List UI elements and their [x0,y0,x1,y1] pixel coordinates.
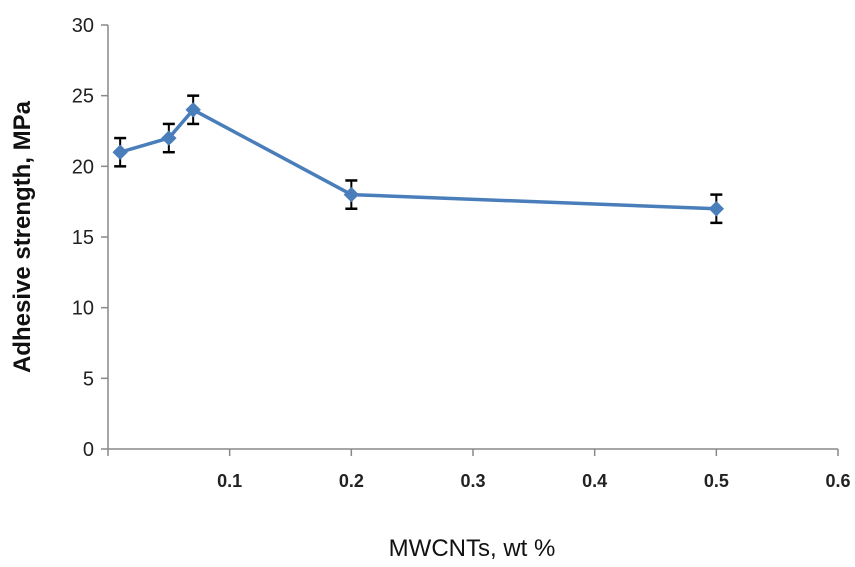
y-tick-label: 25 [72,86,94,108]
x-tick-label: 0.1 [217,471,242,491]
y-tick-label: 15 [72,227,94,249]
x-axis-label: MWCNTs, wt % [389,535,556,562]
x-tick-label: 0.2 [339,471,364,491]
y-tick-label: 5 [83,368,94,390]
data-point [112,144,128,160]
y-tick-label: 10 [72,298,94,320]
x-tick-label: 0.5 [704,471,729,491]
series-group [112,94,725,225]
x-ticks: 0.1 0.2 0.3 0.4 0.5 0.6 [107,449,851,491]
axes [107,25,838,450]
y-axis-label: Adhesive strength, MPa [9,100,36,373]
y-tick-label: 30 [72,15,94,37]
series-line [119,108,717,211]
x-tick-label: 0.3 [460,471,485,491]
data-point [161,130,177,146]
data-point [185,102,201,118]
data-point [708,201,725,217]
x-tick-label: 0.6 [825,471,850,491]
data-point [343,186,360,203]
y-tick-label: 0 [83,439,94,461]
y-ticks: 0 5 10 15 20 25 30 [72,15,108,461]
x-tick-label: 0.4 [582,471,607,491]
y-tick-label: 20 [72,156,94,178]
